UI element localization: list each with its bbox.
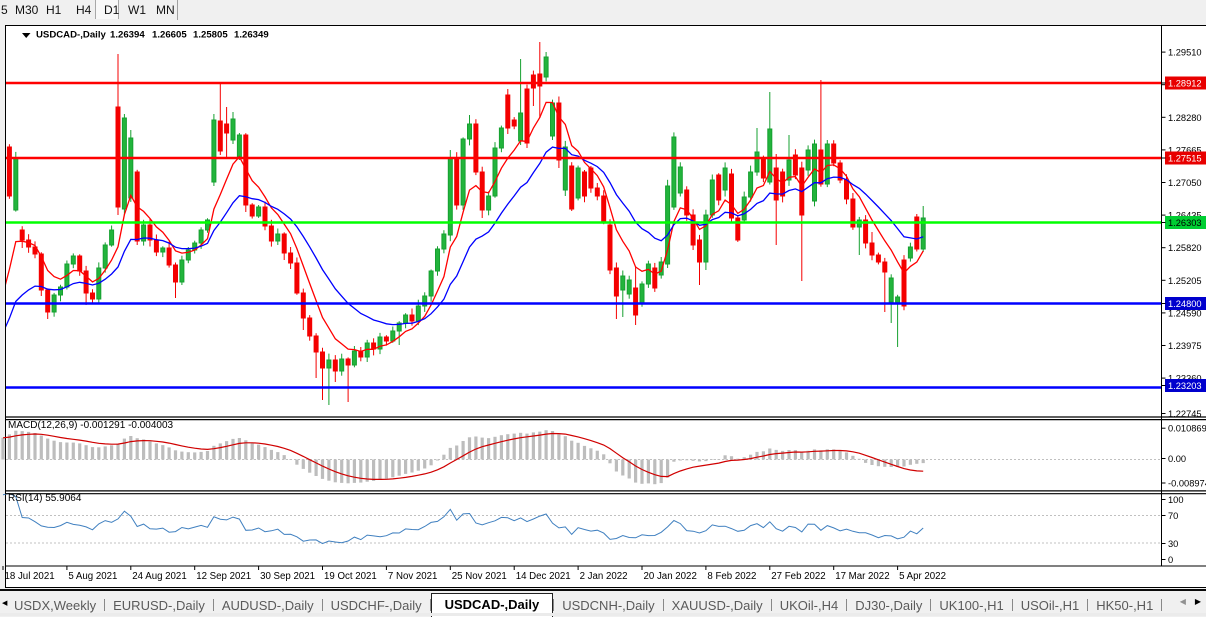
svg-text:1.26435: 1.26435 [1168, 211, 1202, 221]
svg-text:2 Jan 2022: 2 Jan 2022 [580, 571, 628, 582]
svg-text:1.27665: 1.27665 [1168, 145, 1202, 155]
svg-text:1.28280: 1.28280 [1168, 113, 1202, 123]
svg-text:8 Feb 2022: 8 Feb 2022 [707, 571, 756, 582]
svg-text:-0.008974: -0.008974 [1168, 479, 1206, 489]
svg-text:7 Nov 2021: 7 Nov 2021 [388, 571, 438, 582]
svg-text:1.26605: 1.26605 [152, 30, 187, 41]
svg-text:19 Oct 2021: 19 Oct 2021 [324, 571, 377, 582]
svg-text:1.23360: 1.23360 [1168, 374, 1202, 384]
svg-text:1.29510: 1.29510 [1168, 48, 1202, 58]
svg-text:1.23975: 1.23975 [1168, 341, 1202, 351]
svg-text:0.010869: 0.010869 [1168, 424, 1206, 434]
svg-text:0: 0 [1168, 555, 1173, 565]
svg-text:70: 70 [1168, 511, 1178, 521]
svg-text:1.22745: 1.22745 [1168, 409, 1202, 419]
svg-text:MACD(12,26,9) -0.001291 -0.004: MACD(12,26,9) -0.001291 -0.004003 [8, 420, 174, 431]
svg-text:30: 30 [1168, 539, 1178, 549]
svg-text:100: 100 [1168, 495, 1184, 505]
svg-text:1.28912: 1.28912 [1168, 79, 1202, 89]
svg-text:5 Aug 2021: 5 Aug 2021 [68, 571, 117, 582]
svg-text:17 Mar 2022: 17 Mar 2022 [835, 571, 889, 582]
svg-text:25 Nov 2021: 25 Nov 2021 [452, 571, 507, 582]
svg-text:1.24590: 1.24590 [1168, 308, 1202, 318]
svg-text:20 Jan 2022: 20 Jan 2022 [644, 571, 697, 582]
svg-text:1.23203: 1.23203 [1168, 381, 1202, 391]
svg-text:1.25805: 1.25805 [193, 30, 228, 41]
svg-text:1.26303: 1.26303 [1168, 218, 1202, 228]
svg-text:18 Jul 2021: 18 Jul 2021 [5, 571, 55, 582]
svg-text:1.27515: 1.27515 [1168, 154, 1202, 164]
svg-text:0.00: 0.00 [1168, 454, 1186, 464]
svg-text:1.24800: 1.24800 [1168, 299, 1202, 309]
svg-text:27 Feb 2022: 27 Feb 2022 [771, 571, 825, 582]
svg-text:14 Dec 2021: 14 Dec 2021 [516, 571, 571, 582]
svg-text:1.25820: 1.25820 [1168, 243, 1202, 253]
svg-text:24 Aug 2021: 24 Aug 2021 [132, 571, 186, 582]
svg-text:USDCAD-,Daily: USDCAD-,Daily [36, 30, 106, 41]
svg-text:12 Sep 2021: 12 Sep 2021 [196, 571, 251, 582]
svg-text:1.27050: 1.27050 [1168, 178, 1202, 188]
svg-text:1.26349: 1.26349 [234, 30, 269, 41]
svg-text:RSI(14) 55.9064: RSI(14) 55.9064 [8, 493, 82, 504]
svg-text:30 Sep 2021: 30 Sep 2021 [260, 571, 315, 582]
svg-text:1.25205: 1.25205 [1168, 276, 1202, 286]
svg-text:1.26394: 1.26394 [110, 30, 145, 41]
svg-text:5 Apr 2022: 5 Apr 2022 [899, 571, 946, 582]
